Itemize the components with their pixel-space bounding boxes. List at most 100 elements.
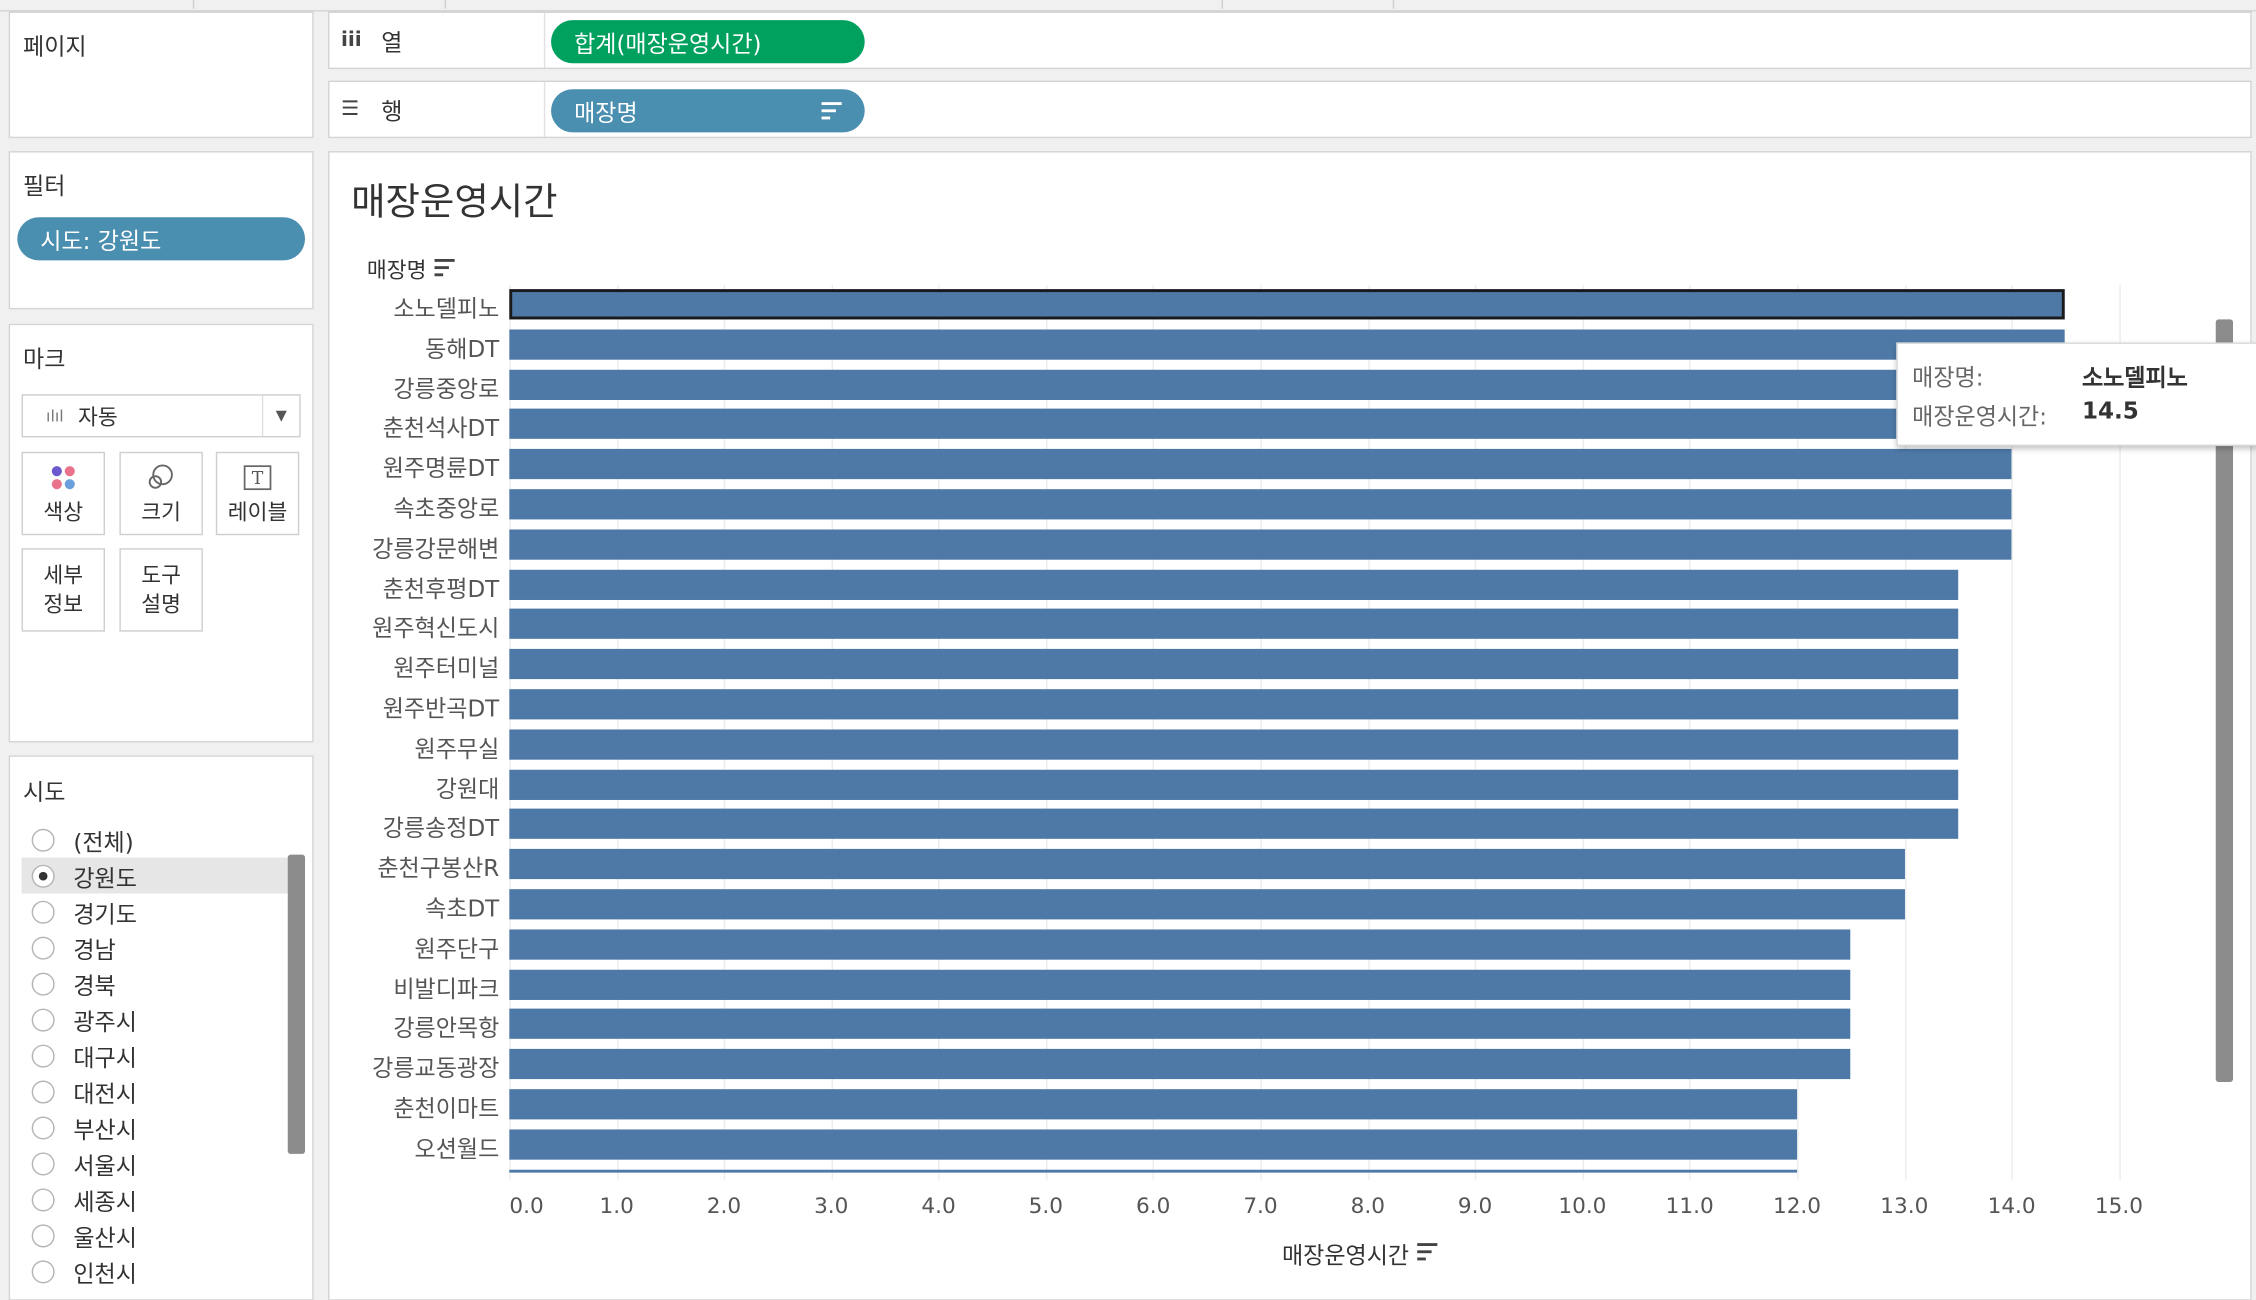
bar-mark[interactable] bbox=[509, 849, 1905, 880]
sido-option-label: 부산시 bbox=[73, 1115, 137, 1144]
bar-mark[interactable] bbox=[509, 489, 2012, 520]
rows-shelf[interactable]: ☰ 행 매장명 bbox=[328, 80, 2252, 139]
bar-mark[interactable] bbox=[509, 449, 2012, 480]
sido-option[interactable]: 대전시 bbox=[22, 1073, 290, 1109]
radio-button[interactable] bbox=[31, 1223, 55, 1247]
bar-category-label: 춘천이마트 bbox=[393, 1094, 500, 1123]
bar-category-label: 원주반곡DT bbox=[382, 694, 500, 723]
sort-descending-icon[interactable] bbox=[1417, 1242, 1438, 1264]
x-tick-label: 5.0 bbox=[1028, 1192, 1064, 1219]
view-title: 매장운영시간 bbox=[351, 181, 558, 225]
x-tick-label: 3.0 bbox=[814, 1192, 849, 1219]
pages-card[interactable]: 페이지 bbox=[8, 11, 314, 139]
radio-button[interactable] bbox=[31, 1079, 55, 1103]
sort-descending-icon[interactable] bbox=[821, 102, 842, 120]
sido-option-label: 경북 bbox=[73, 971, 116, 1000]
bar-mark[interactable] bbox=[509, 289, 2066, 320]
bar-mark[interactable] bbox=[509, 1089, 1797, 1120]
x-tick-label: 6.0 bbox=[1135, 1192, 1171, 1219]
sido-option[interactable]: 세종시 bbox=[22, 1181, 290, 1217]
bar-mark[interactable] bbox=[509, 409, 2012, 440]
bar-category-label: 강릉안목항 bbox=[393, 1014, 500, 1043]
radio-button[interactable] bbox=[31, 828, 55, 852]
columns-pill-sum-hours[interactable]: 합계(매장운영시간) bbox=[551, 20, 865, 64]
x-tick-label: 11.0 bbox=[1665, 1192, 1714, 1219]
x-axis-title-label: 매장운영시간 bbox=[1281, 1241, 1410, 1270]
bar-mark[interactable] bbox=[509, 649, 1958, 680]
radio-button[interactable] bbox=[31, 971, 55, 995]
radio-button[interactable] bbox=[31, 935, 55, 959]
radio-button[interactable] bbox=[31, 1043, 55, 1067]
tooltip-key-hours: 매장운영시간: bbox=[1912, 402, 2048, 431]
bar-mark[interactable] bbox=[509, 969, 1851, 1000]
sido-option[interactable]: 울산시 bbox=[22, 1217, 290, 1253]
sido-option[interactable]: 서울시 bbox=[22, 1145, 290, 1181]
detail-button-label-1: 세부 bbox=[43, 562, 84, 589]
bar-mark[interactable] bbox=[509, 729, 1958, 760]
bar-mark[interactable] bbox=[509, 1049, 1851, 1080]
radio-button[interactable] bbox=[31, 1187, 55, 1211]
bar-mark[interactable] bbox=[509, 889, 1905, 920]
row-header-label: 매장명 bbox=[366, 257, 427, 284]
filters-card[interactable]: 필터 시도: 강원도 bbox=[8, 151, 314, 310]
bar-mark[interactable] bbox=[509, 929, 1851, 960]
columns-shelf[interactable]: iii 열 합계(매장운영시간) bbox=[328, 11, 2252, 70]
sido-option[interactable]: 강원도 bbox=[21, 857, 290, 894]
sido-option[interactable]: 경기도 bbox=[22, 893, 290, 929]
rows-shelf-label: ☰ 행 bbox=[329, 82, 546, 137]
radio-button[interactable] bbox=[31, 1007, 55, 1031]
sido-option[interactable]: 경북 bbox=[22, 965, 290, 1001]
sido-option[interactable]: 경남 bbox=[22, 929, 290, 965]
bar-mark[interactable] bbox=[509, 369, 2012, 400]
bar-mark[interactable] bbox=[509, 329, 2066, 360]
radio-button[interactable] bbox=[31, 899, 55, 923]
sido-option[interactable]: 대구시 bbox=[22, 1037, 290, 1073]
size-button[interactable]: 크기 bbox=[119, 451, 203, 536]
x-tick-label: 9.0 bbox=[1457, 1192, 1493, 1219]
bar-category-label: 강릉교동광장 bbox=[372, 1054, 500, 1083]
columns-shelf-label: iii 열 bbox=[329, 12, 546, 68]
sido-option[interactable]: 인천시 bbox=[22, 1253, 290, 1289]
row-header[interactable]: 매장명 bbox=[366, 255, 456, 285]
label-button-label: 레이블 bbox=[227, 498, 288, 525]
mark-tooltip: 매장명: 소노델피노 매장운영시간: 14.5 bbox=[1896, 342, 2256, 447]
sido-list-scrollbar[interactable] bbox=[287, 854, 306, 1154]
view-scrollbar[interactable] bbox=[2215, 319, 2234, 1082]
tooltip-button[interactable]: 도구 설명 bbox=[119, 548, 203, 632]
sido-title: 시도 bbox=[23, 778, 66, 806]
sort-descending-icon[interactable] bbox=[435, 258, 456, 281]
chevron-down-icon[interactable]: ▼ bbox=[261, 395, 299, 436]
bar-category-label: 비발디파크 bbox=[393, 974, 500, 1003]
bar-category-label: 춘천석사DT bbox=[382, 414, 500, 443]
x-tick-label: 10.0 bbox=[1558, 1192, 1607, 1219]
bar-mark[interactable] bbox=[509, 529, 2012, 560]
filters-title: 필터 bbox=[23, 172, 66, 200]
bar-category-label: 강릉강문해변 bbox=[372, 534, 500, 563]
radio-button[interactable] bbox=[31, 1151, 55, 1175]
x-axis-title[interactable]: 매장운영시간 bbox=[1282, 1236, 1438, 1271]
bar-mark[interactable] bbox=[509, 1009, 1851, 1040]
pages-title: 페이지 bbox=[23, 33, 87, 61]
bar-category-label: 강원대 bbox=[435, 774, 500, 803]
sido-option-label: 강원도 bbox=[73, 863, 137, 892]
filter-pill-sido[interactable]: 시도: 강원도 bbox=[17, 217, 306, 261]
bar-mark[interactable] bbox=[509, 809, 1958, 840]
sido-option[interactable]: 광주시 bbox=[22, 1001, 290, 1037]
color-button[interactable]: 색상 bbox=[21, 451, 106, 536]
bar-mark[interactable] bbox=[509, 609, 1958, 640]
bar-mark[interactable] bbox=[509, 769, 1958, 800]
bar-mark[interactable] bbox=[509, 1129, 1797, 1160]
radio-button[interactable] bbox=[31, 1115, 55, 1139]
bar-mark[interactable] bbox=[509, 689, 1958, 720]
mark-type-dropdown[interactable]: ılıl 자동 ▼ bbox=[21, 394, 301, 438]
label-button[interactable]: T 레이블 bbox=[215, 451, 300, 536]
sido-option[interactable]: (전체) bbox=[22, 822, 290, 858]
rows-pill-store-name[interactable]: 매장명 bbox=[551, 89, 865, 133]
radio-button[interactable] bbox=[31, 1259, 55, 1283]
detail-button[interactable]: 세부 정보 bbox=[21, 548, 106, 632]
bar-mark[interactable] bbox=[509, 569, 1958, 600]
radio-button[interactable] bbox=[31, 863, 55, 888]
sido-option-label: 세종시 bbox=[73, 1187, 137, 1216]
columns-icon: iii bbox=[340, 28, 362, 52]
sido-option[interactable]: 부산시 bbox=[22, 1109, 290, 1145]
